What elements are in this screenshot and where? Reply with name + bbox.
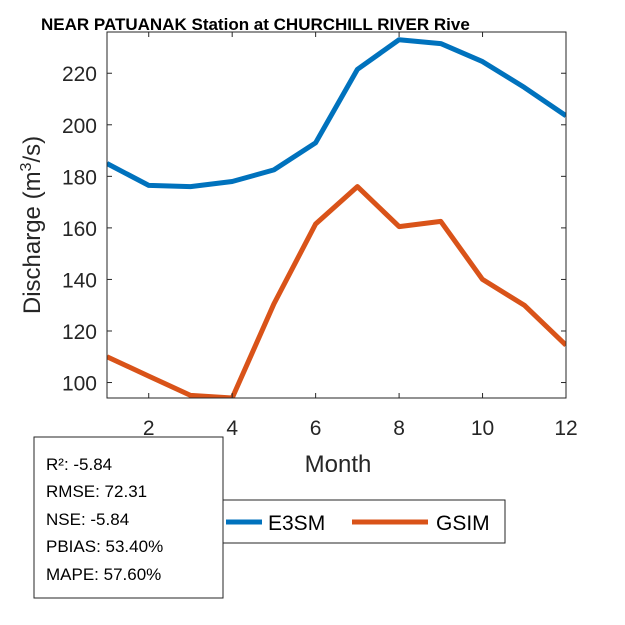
- tick-labels: 2 4 6 8 10 12 100 120 140 160 180 200 220: [62, 63, 578, 440]
- x-axis-label: Month: [305, 451, 372, 478]
- stat-rmse: RMSE: 72.31: [46, 482, 147, 501]
- stat-pbias: PBIAS: 53.40%: [46, 537, 163, 556]
- y-tick-label: 200: [62, 115, 97, 138]
- x-tick-label: 12: [554, 417, 577, 440]
- legend-label-gsim: GSIM: [436, 512, 490, 535]
- legend: E3SM GSIM: [221, 499, 506, 544]
- y-tick-label: 180: [62, 166, 97, 189]
- stat-mape: MAPE: 57.60%: [46, 565, 161, 584]
- y-tick-label: 220: [62, 63, 97, 86]
- legend-label-e3sm: E3SM: [268, 512, 325, 535]
- stats-box: R²: -5.84 RMSE: 72.31 NSE: -5.84 PBIAS: …: [33, 436, 224, 599]
- series-line-e3sm: [107, 37, 566, 190]
- stats-box-frame: [33, 436, 224, 599]
- y-tick-label: 120: [62, 321, 97, 344]
- axes-box: [106, 31, 567, 399]
- plot-area: [106, 31, 567, 399]
- y-tick-label: 160: [62, 218, 97, 241]
- series-line-gsim: [107, 184, 566, 398]
- chart-title: NEAR PATUANAK Station at CHURCHILL RIVER…: [41, 15, 470, 34]
- stat-r2: R²: -5.84: [46, 455, 112, 474]
- y-tick-label: 140: [62, 269, 97, 292]
- y-axis-label: Discharge (m3/s): [18, 136, 46, 314]
- y-tick-label: 100: [62, 373, 97, 396]
- x-tick-label: 2: [143, 417, 155, 440]
- x-tick-label: 4: [226, 417, 238, 440]
- x-tick-label: 6: [310, 417, 322, 440]
- x-tick-label: 8: [393, 417, 405, 440]
- x-tick-label: 10: [471, 417, 494, 440]
- stat-nse: NSE: -5.84: [46, 510, 129, 529]
